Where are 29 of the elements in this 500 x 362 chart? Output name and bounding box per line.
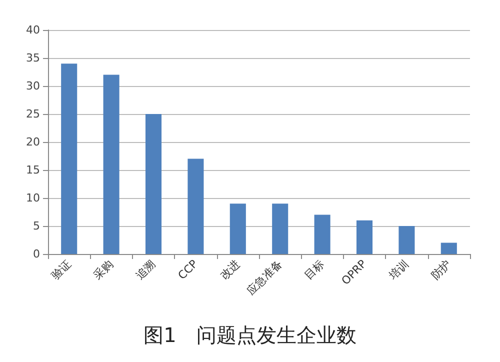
y-tick-label: 40 — [26, 24, 40, 36]
y-tick-label: 30 — [26, 80, 40, 92]
y-tick-label: 5 — [33, 220, 40, 232]
y-tick-label: 0 — [33, 248, 40, 260]
x-tick-label: 追溯 — [133, 257, 158, 282]
x-tick-label: 应急准备 — [244, 257, 285, 298]
y-tick-label: 20 — [26, 136, 40, 148]
x-tick-label: 改进 — [218, 257, 242, 282]
text: 图1 问题点发生企业数 — [144, 323, 356, 347]
bar — [103, 74, 120, 254]
bar — [230, 204, 246, 254]
bar — [272, 204, 288, 254]
y-tick-label: 35 — [26, 52, 40, 64]
bar — [356, 220, 373, 254]
x-tick-label: 目标 — [302, 257, 327, 282]
x-tick-label: 采购 — [91, 257, 116, 282]
bar — [440, 242, 457, 254]
bar — [398, 226, 415, 254]
x-tick-label: 验证 — [48, 257, 74, 282]
x-tick-label: CCP — [176, 257, 201, 282]
y-tick-label: 25 — [26, 108, 40, 120]
y-tick-label: 15 — [26, 164, 40, 176]
x-tick-label: 培训 — [386, 257, 412, 283]
bar — [61, 64, 78, 254]
y-tick-label: 10 — [26, 192, 40, 204]
x-tick-label: 防护 — [428, 257, 454, 282]
bar — [188, 158, 204, 254]
bar — [314, 214, 330, 254]
bar — [145, 114, 162, 254]
